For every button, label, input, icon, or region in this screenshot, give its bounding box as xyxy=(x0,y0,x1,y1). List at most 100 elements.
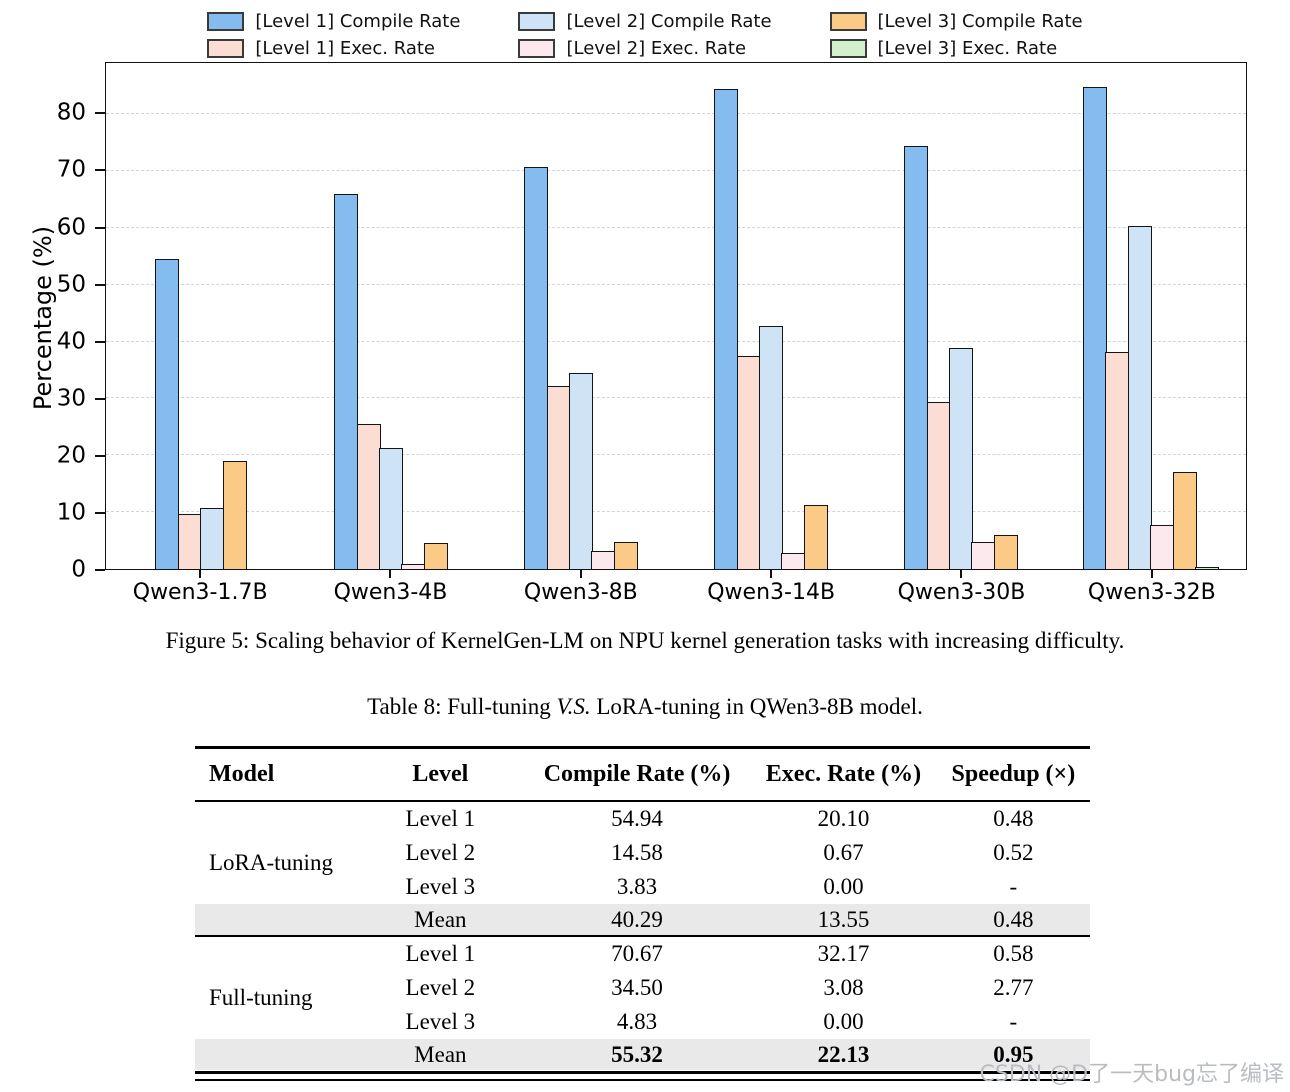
level-cell: Level 2 xyxy=(405,975,476,1000)
bar-level-2-compile-rate xyxy=(200,507,225,569)
bar-level-1-exec-rate xyxy=(736,356,761,569)
legend-swatch-icon xyxy=(518,39,556,58)
mean-level-cell: Mean xyxy=(356,1039,524,1070)
y-tick-mark xyxy=(95,226,105,229)
legend-label: [Level 2] Compile Rate xyxy=(566,11,772,32)
bar-level-2-compile-rate xyxy=(569,372,593,569)
mean-compile-cell: 55.32 xyxy=(523,1039,751,1070)
mean-exec-cell: 22.13 xyxy=(750,1039,937,1070)
speedup-cell: 0.48 xyxy=(993,806,1034,831)
level-cell: Level 3 xyxy=(405,1009,476,1034)
legend-item-level-2-compile-rate: [Level 2] Compile Rate xyxy=(518,8,772,35)
bar-group-qwen3-30b xyxy=(866,63,1056,569)
gridline xyxy=(106,340,1246,342)
bar-level-1-compile-rate xyxy=(1082,86,1107,569)
legend-swatch-icon xyxy=(518,12,556,31)
bar-level-1-exec-rate xyxy=(926,402,951,569)
y-tick-mark xyxy=(95,340,105,343)
y-tick-label: 50 xyxy=(56,271,86,298)
x-axis-category: Qwen3-30B xyxy=(866,570,1056,605)
bar-group-qwen3-1-7b xyxy=(106,63,296,569)
compile-cell: 4.83 xyxy=(616,1009,658,1034)
bar-level-2-compile-rate xyxy=(379,448,403,569)
table-header-speedup: Speedup (×) xyxy=(936,749,1090,802)
chart-legend: [Level 1] Compile Rate [Level 1] Exec. Ra… xyxy=(0,8,1290,62)
table-header-exec-rate: Exec. Rate (%) xyxy=(750,749,937,802)
x-tick-mark xyxy=(770,570,773,578)
table-bottom-rule-1 xyxy=(195,1071,1090,1074)
y-tick-mark xyxy=(95,283,105,286)
results-table-container: Model Level Compile Rate (%) Exec. Rate (%)… xyxy=(195,746,1090,1081)
compile-cell: 3.83 xyxy=(616,874,658,899)
speedup-cell: - xyxy=(1009,874,1018,899)
mean-model-cell xyxy=(195,904,357,936)
gridline xyxy=(106,511,1246,513)
table-row-lora-tuning-level-3: Level 3 3.83 0.00 - xyxy=(195,870,1090,904)
plot-area xyxy=(105,62,1247,570)
exec-cell: 20.10 xyxy=(817,806,870,831)
bar-level-2-exec-rate xyxy=(781,553,806,569)
exec-cell: 32.17 xyxy=(750,935,937,971)
legend-item-level-2-exec-rate: [Level 2] Exec. Rate xyxy=(518,35,771,62)
mean-speedup-cell: 0.48 xyxy=(936,904,1090,936)
bar-level-3-compile-rate xyxy=(803,505,828,569)
bar-level-1-compile-rate xyxy=(334,193,359,569)
bar-level-2-exec-rate xyxy=(401,564,426,569)
table-top-rule xyxy=(195,746,1090,749)
y-tick-label: 70 xyxy=(56,156,86,183)
bar-level-1-compile-rate xyxy=(904,146,929,569)
bar-level-2-compile-rate xyxy=(1127,226,1152,569)
bar-level-2-exec-rate xyxy=(591,551,616,569)
exec-cell: 0.00 xyxy=(823,874,864,899)
table-row-full-tuning-level-3: Level 3 4.83 0.00 - xyxy=(195,1005,1090,1039)
legend-label: [Level 1] Compile Rate xyxy=(255,11,461,32)
table-header-model: Model xyxy=(195,749,357,802)
table-caption-vs: V.S. xyxy=(556,694,591,719)
bar-level-1-compile-rate xyxy=(524,167,549,569)
legend-swatch-icon xyxy=(207,39,245,58)
bar-level-1-exec-rate xyxy=(356,424,381,569)
y-tick-label: 10 xyxy=(56,499,86,526)
model-label: LoRA-tuning xyxy=(209,850,333,875)
x-axis-category: Qwen3-32B xyxy=(1057,570,1247,605)
mean-speedup-cell: 0.95 xyxy=(936,1039,1090,1070)
table-bottom-rule-2 xyxy=(195,1079,1090,1081)
x-tick-mark xyxy=(579,570,582,578)
speedup-cell: 0.52 xyxy=(993,840,1034,865)
level-cell: Level 1 xyxy=(405,806,476,831)
x-axis: Qwen3-1.7B Qwen3-4B Qwen3-8B Qwen3-14B Qwen3… xyxy=(105,570,1247,605)
compile-cell: 54.94 xyxy=(611,806,663,831)
table-row-full-tuning-level-1: Full-tuning Level 1 70.67 32.17 0.58 xyxy=(195,935,1090,1039)
y-tick-mark xyxy=(95,454,105,457)
y-tick-label: 80 xyxy=(56,99,86,126)
bar-level-3-compile-rate xyxy=(423,543,448,569)
bar-level-1-exec-rate xyxy=(177,513,202,569)
gridline xyxy=(106,170,1246,172)
compile-cell: 70.67 xyxy=(523,935,751,971)
gridline xyxy=(106,226,1246,228)
results-table: Model Level Compile Rate (%) Exec. Rate (%)… xyxy=(195,749,1090,1070)
x-tick-label-qwen3-1-7b: Qwen3-1.7B xyxy=(132,580,268,605)
x-axis-category: Qwen3-8B xyxy=(486,570,676,605)
x-tick-label-qwen3-30b: Qwen3-30B xyxy=(897,580,1026,605)
table-caption-prefix: Table 8: Full-tuning xyxy=(367,694,557,719)
legend-swatch-icon xyxy=(207,12,245,31)
bar-level-1-exec-rate xyxy=(1105,351,1130,569)
level-cell: Level 1 xyxy=(356,935,524,971)
mean-compile-cell: 40.29 xyxy=(523,904,751,936)
y-tick-label: 40 xyxy=(56,328,86,355)
mean-level-cell: Mean xyxy=(356,904,524,936)
legend-label: [Level 3] Exec. Rate xyxy=(877,38,1058,59)
gridline xyxy=(106,283,1246,285)
bar-level-1-exec-rate xyxy=(546,385,571,569)
x-axis-category: Qwen3-1.7B xyxy=(105,570,295,605)
x-axis-category: Qwen3-14B xyxy=(676,570,866,605)
bar-level-2-exec-rate xyxy=(1150,524,1175,569)
legend-item-level-3-compile-rate: [Level 3] Compile Rate xyxy=(829,8,1083,35)
bar-level-1-compile-rate xyxy=(155,259,180,569)
table-row-lora-tuning-level-1: LoRA-tuning Level 1 54.94 20.10 0.48 xyxy=(195,801,1090,904)
x-tick-mark xyxy=(199,570,202,578)
compile-cell: 14.58 xyxy=(611,840,663,865)
x-tick-label-qwen3-32b: Qwen3-32B xyxy=(1087,580,1216,605)
table-caption: Table 8: Full-tuning V.S. LoRA-tuning in… xyxy=(0,694,1290,720)
